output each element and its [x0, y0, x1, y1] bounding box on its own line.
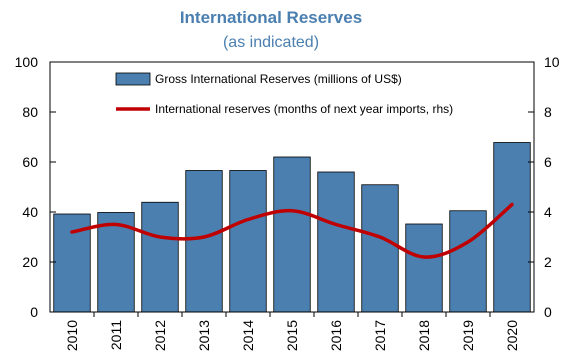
y-tick-label: 80: [22, 104, 38, 120]
y-tick-label: 100: [15, 54, 39, 70]
legend-line-label: International reserves (months of next y…: [155, 102, 453, 116]
y-tick-label: 40: [22, 204, 38, 220]
bar: [317, 171, 355, 313]
x-tick-label: 2018: [416, 320, 432, 351]
plot-area: 0 20 40 60 80 100 0 2 4 6 8 10 2010 2011 2012 2013 2014 2…: [15, 54, 560, 351]
y-tick-label: 60: [22, 154, 38, 170]
y2-tick-label: 6: [544, 154, 552, 170]
x-tick-label: 2012: [152, 320, 168, 351]
x-tick-label: 2017: [372, 320, 388, 351]
x-tick-label: 2014: [240, 320, 256, 351]
x-tick-label: 2011: [108, 320, 124, 350]
legend: Gross International Reserves (millions o…: [115, 72, 453, 116]
x-tick-label: 2010: [64, 320, 80, 351]
x-tick-label: 2020: [504, 320, 520, 351]
legend-bar-label: Gross International Reserves (millions o…: [155, 72, 402, 86]
x-tick-label: 2019: [460, 320, 476, 351]
bar: [493, 142, 531, 313]
bar: [97, 212, 135, 313]
chart-subtitle: (as indicated): [223, 34, 319, 51]
chart-title: International Reserves: [180, 8, 362, 27]
y-tick-label: 0: [30, 304, 38, 320]
x-tick-label: 2013: [196, 320, 212, 351]
y2-tick-label: 10: [544, 54, 560, 70]
y2-tick-label: 8: [544, 104, 552, 120]
y2-tick-label: 0: [544, 304, 552, 320]
bar: [141, 201, 179, 313]
y2-tick-label: 2: [544, 254, 552, 270]
y2-tick-label: 4: [544, 204, 552, 220]
bar: [361, 184, 399, 313]
x-tick-label: 2015: [284, 320, 300, 351]
x-tick-label: 2016: [328, 320, 344, 351]
bar: [449, 210, 487, 313]
plot-frame: [49, 61, 535, 313]
bar: [185, 170, 223, 313]
legend-bar-swatch: [115, 72, 151, 86]
y-tick-label: 20: [22, 254, 38, 270]
reserves-months-line: [70, 202, 514, 259]
bar: [229, 170, 267, 313]
bar: [273, 156, 311, 313]
bar: [405, 223, 443, 313]
